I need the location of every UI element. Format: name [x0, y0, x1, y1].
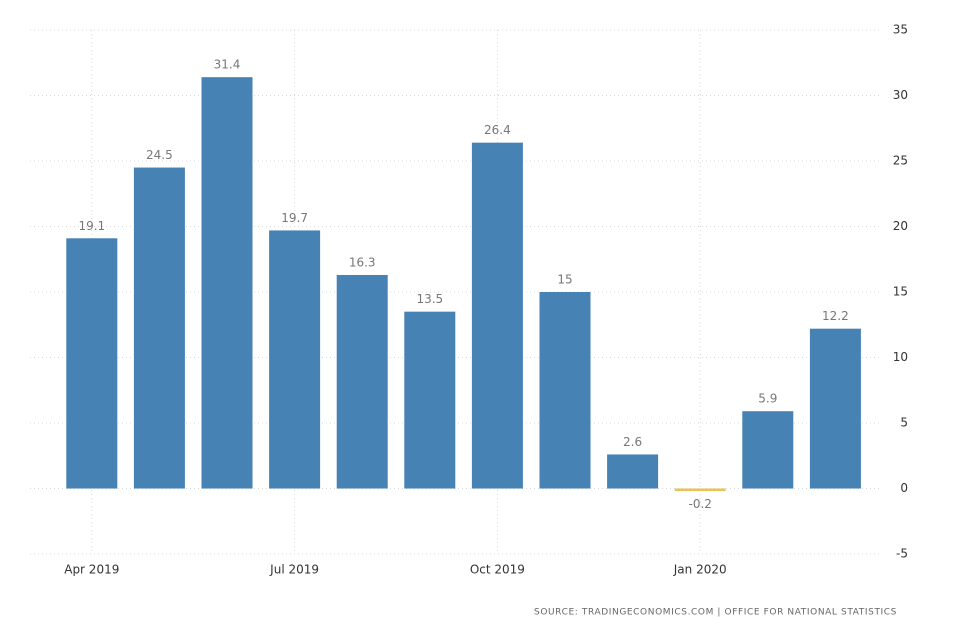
y-tick-label: 35: [893, 23, 908, 37]
value-label: 19.1: [78, 219, 105, 233]
y-tick-label: -5: [896, 547, 908, 561]
value-label: -0.2: [688, 497, 711, 511]
y-tick-label: 30: [893, 88, 908, 102]
x-tick-label: Jul 2019: [269, 563, 319, 577]
bar: [607, 454, 659, 489]
y-tick-label: 10: [893, 350, 908, 364]
bar: [201, 77, 253, 489]
value-label: 13.5: [416, 292, 443, 306]
value-label: 19.7: [281, 211, 308, 225]
value-label: 2.6: [623, 435, 642, 449]
bar: [336, 274, 388, 489]
source: SOURCE: TRADINGECONOMICS.COM | OFFICE FO…: [534, 608, 897, 618]
value-label: 5.9: [758, 392, 777, 406]
x-tick-label: Oct 2019: [470, 563, 525, 577]
bar: [404, 311, 456, 489]
bar: [539, 292, 591, 489]
bar: [471, 142, 523, 489]
bar: [742, 411, 794, 489]
y-tick-label: 0: [900, 481, 908, 495]
y-tick-label: 15: [893, 285, 908, 299]
bar: [269, 230, 321, 489]
value-label: 24.5: [146, 148, 173, 162]
bar: [133, 167, 185, 489]
x-tick-label: Jan 2020: [673, 563, 727, 577]
y-tick-label: 5: [900, 416, 908, 430]
x-tick-label: Apr 2019: [64, 563, 119, 577]
value-label: 12.2: [822, 309, 849, 323]
value-label: 16.3: [349, 255, 376, 269]
y-tick-label: 25: [893, 154, 908, 168]
value-label: 15: [557, 273, 572, 287]
y-tick-label: 20: [893, 219, 908, 233]
value-label: 31.4: [214, 58, 241, 72]
bar: [66, 238, 118, 489]
bar: [809, 328, 861, 489]
bar: [674, 488, 726, 492]
value-label: 26.4: [484, 123, 511, 137]
